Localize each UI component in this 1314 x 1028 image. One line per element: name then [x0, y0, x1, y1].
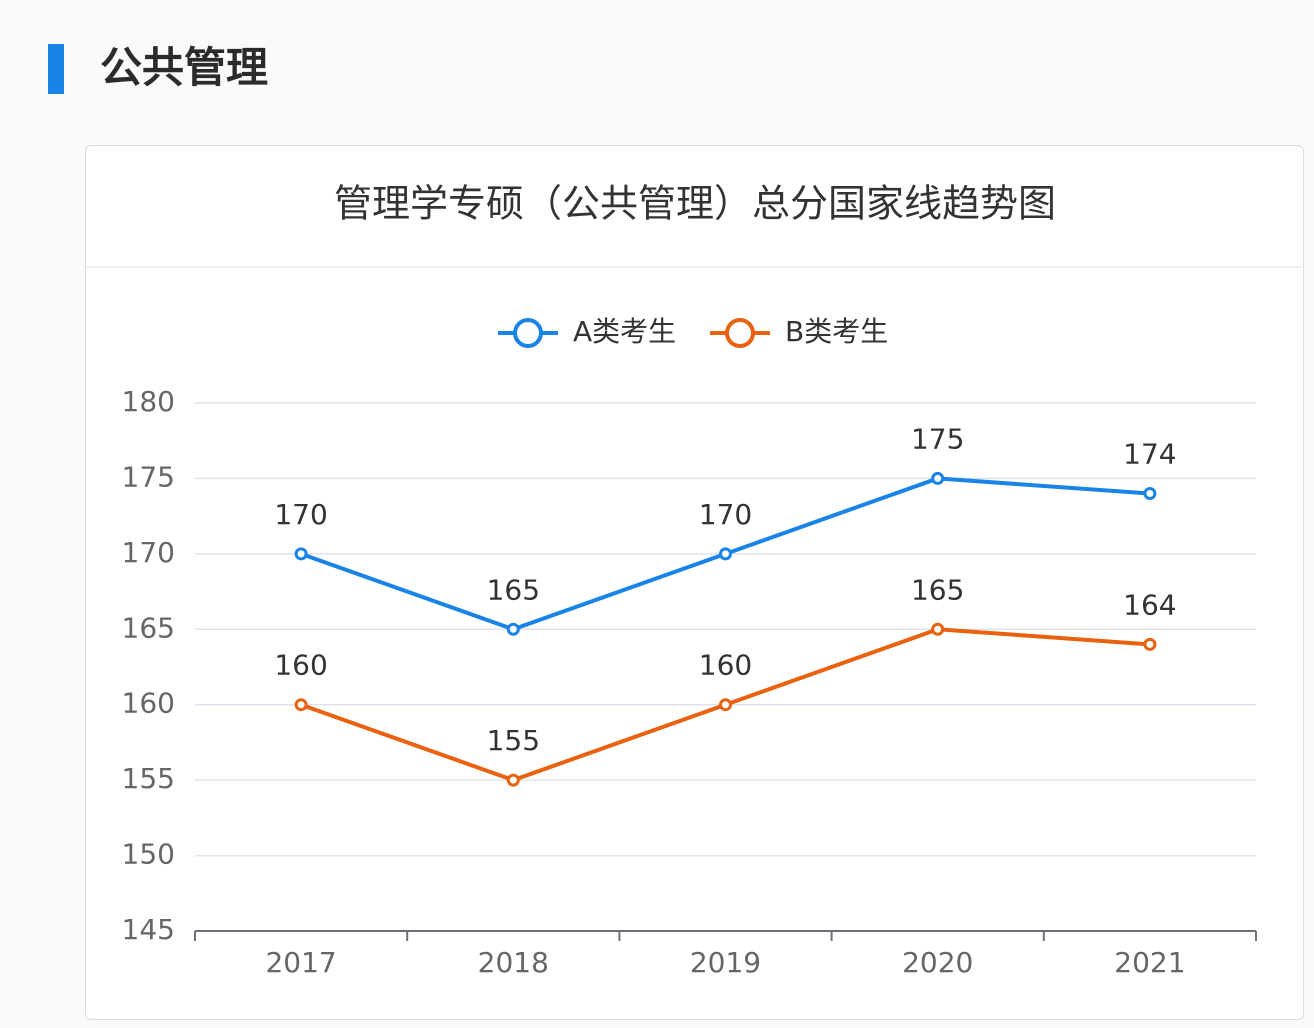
y-tick-label: 145 — [122, 913, 175, 946]
point — [931, 471, 945, 485]
x-tick-label: 2018 — [478, 946, 549, 979]
point — [506, 773, 520, 787]
data-label: 164 — [1123, 588, 1176, 621]
point — [719, 698, 732, 712]
point — [294, 698, 308, 712]
y-tick-label: 160 — [122, 687, 175, 720]
section-title: 公共管理 — [100, 43, 269, 92]
data-label: 170 — [699, 498, 752, 531]
data-label: 170 — [274, 498, 327, 531]
point — [294, 547, 308, 561]
y-tick-label: 170 — [122, 536, 175, 569]
point — [931, 622, 945, 636]
y-tick-label: 180 — [122, 385, 175, 418]
data-label: 160 — [274, 649, 327, 682]
data-label: 165 — [487, 573, 540, 606]
chart-card — [85, 145, 1304, 1020]
y-tick-label: 175 — [122, 460, 175, 493]
data-label: 175 — [911, 422, 964, 455]
y-tick-label: 165 — [122, 611, 175, 644]
legend-label: B类考生 — [785, 315, 888, 348]
point — [719, 547, 732, 561]
data-label: 165 — [911, 573, 964, 606]
point — [1143, 637, 1157, 651]
legend-marker — [725, 318, 755, 348]
y-tick-label: 155 — [122, 762, 175, 795]
chart-title: 管理学专硕（公共管理）总分国家线趋势图 — [334, 182, 1056, 226]
y-tick-label: 150 — [122, 838, 175, 871]
point — [506, 622, 520, 636]
legend-marker — [513, 318, 543, 348]
data-label: 155 — [487, 724, 540, 757]
data-label: 160 — [699, 649, 752, 682]
x-tick-label: 2021 — [1114, 946, 1185, 979]
x-tick-label: 2017 — [265, 946, 336, 979]
data-label: 174 — [1123, 438, 1176, 471]
point — [1143, 487, 1157, 501]
legend-label: A类考生 — [573, 315, 676, 348]
header-accent — [48, 44, 64, 94]
x-tick-label: 2020 — [902, 946, 973, 979]
x-tick-label: 2019 — [690, 946, 761, 979]
